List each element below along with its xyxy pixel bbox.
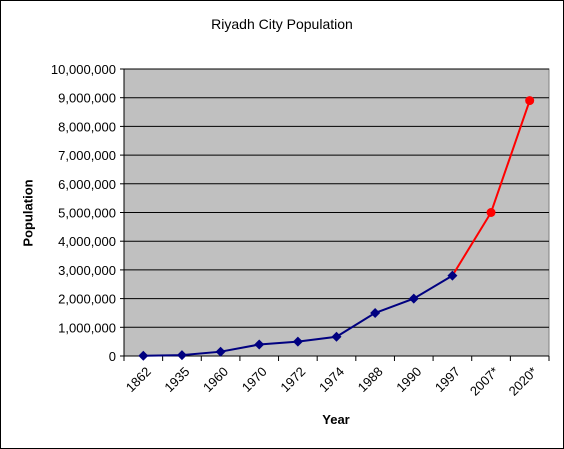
x-tick-label: 1862: [123, 364, 154, 395]
x-tick-label: 1960: [200, 364, 231, 395]
data-point: [215, 346, 226, 357]
chart-title: Riyadh City Population: [211, 16, 353, 32]
x-tick-label: 1972: [277, 364, 308, 395]
x-tick-label: 2020*: [506, 364, 541, 399]
y-tick-label: 10,000,000: [51, 62, 116, 77]
projected-point: [486, 208, 496, 217]
x-tick-label: 1997: [432, 364, 463, 395]
y-tick-label: 8,000,000: [58, 119, 116, 134]
y-tick-label: 1,000,000: [58, 320, 116, 335]
projected-point: [525, 96, 535, 106]
data-point: [254, 339, 265, 350]
y-tick-label: 4,000,000: [58, 234, 116, 249]
x-axis-label: Year: [322, 412, 350, 427]
x-tick-label: 2007*: [467, 364, 502, 399]
y-tick-label: 7,000,000: [58, 148, 116, 163]
data-point: [292, 336, 303, 347]
data-point: [370, 307, 381, 318]
x-tick-label: 1990: [393, 364, 424, 395]
x-tick-label: 1970: [239, 364, 270, 395]
data-point: [176, 350, 187, 361]
data-point: [331, 331, 342, 342]
x-tick-label: 1974: [316, 364, 347, 395]
y-tick-label: 6,000,000: [58, 177, 116, 192]
y-tick-label: 9,000,000: [58, 91, 116, 106]
y-tick-label: 5,000,000: [58, 206, 116, 221]
data-point: [138, 350, 149, 361]
data-point: [408, 293, 419, 304]
x-tick-label: 1935: [161, 364, 192, 395]
y-tick-label: 3,000,000: [58, 263, 116, 278]
y-tick-label: 2,000,000: [58, 292, 116, 307]
y-tick-label: 0: [109, 349, 116, 364]
x-tick-label: 1988: [355, 364, 386, 395]
data-point: [447, 270, 458, 281]
